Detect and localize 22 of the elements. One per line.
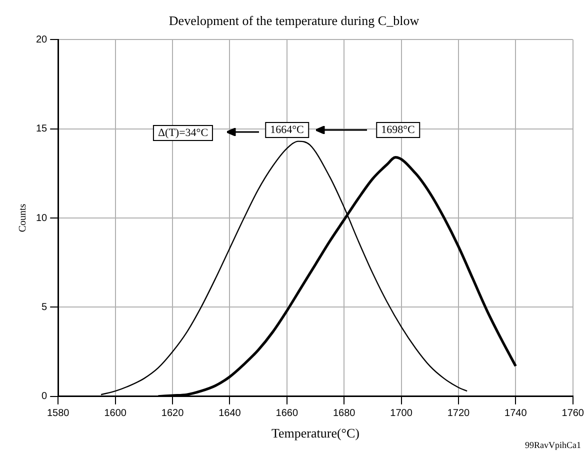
text: 99RavVpihCa1 xyxy=(525,440,581,450)
x-tick-label: 1740 xyxy=(504,408,528,420)
chart-title: Development of the temperature during C_blow xyxy=(168,13,420,28)
x-tick-label: 1580 xyxy=(47,408,70,420)
annotation: 1698°C xyxy=(376,122,420,138)
y-tick-label: 5 xyxy=(42,302,48,313)
x-tick-label: 1660 xyxy=(276,408,298,420)
y-tick-label: 20 xyxy=(36,34,48,46)
x-axis-title: Temperature(°C) xyxy=(271,426,360,441)
x-tick-label: 1640 xyxy=(218,408,242,420)
x-tick-label: 1760 xyxy=(562,408,584,420)
x-tick-label: 1680 xyxy=(332,408,356,420)
x-tick-label: 1720 xyxy=(447,408,470,420)
x-tick-label: 1620 xyxy=(161,408,184,420)
annotation: 1664°C xyxy=(265,122,309,138)
y-tick-label: 0 xyxy=(42,391,48,402)
annotation: Δ(T)=34°C xyxy=(152,125,214,141)
y-axis-title: Counts xyxy=(18,204,29,232)
y-tick-label: 10 xyxy=(36,212,48,224)
x-tick-label: 1600 xyxy=(104,408,127,420)
x-tick-label: 1700 xyxy=(390,408,413,420)
y-tick-label: 15 xyxy=(36,124,48,135)
